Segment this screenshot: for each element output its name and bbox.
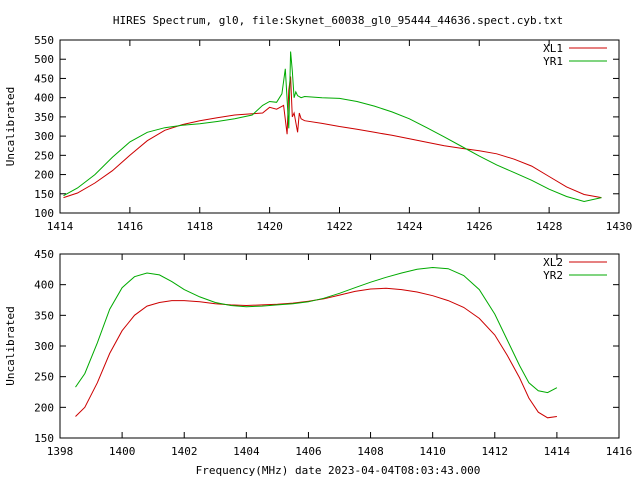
x-tick-label: 1404 (233, 445, 260, 458)
y-tick-label: 200 (34, 401, 54, 414)
y-tick-label: 450 (34, 248, 54, 261)
series-line-yr1 (63, 51, 602, 203)
y-tick-label: 300 (34, 130, 54, 143)
x-tick-label: 1424 (396, 220, 423, 233)
x-tick-label: 1418 (187, 220, 214, 233)
series-line-yr2 (75, 266, 558, 394)
y-tick-label: 200 (34, 169, 54, 182)
legend-label-xl2: XL2 (543, 256, 563, 269)
x-axis-footer: Frequency(MHz) date 2023-04-04T08:03:43.… (196, 464, 481, 477)
y-tick-label: 450 (34, 72, 54, 85)
y-tick-label: 350 (34, 111, 54, 124)
y-tick-label: 300 (34, 340, 54, 353)
y-tick-label: 500 (34, 53, 54, 66)
x-tick-label: 1414 (544, 445, 571, 458)
y-tick-label: 250 (34, 371, 54, 384)
x-tick-label: 1402 (171, 445, 198, 458)
y-tick-label: 100 (34, 207, 54, 220)
y-tick-label: 400 (34, 279, 54, 292)
series-line-xl1 (63, 76, 602, 199)
y-tick-label: 550 (34, 34, 54, 47)
x-tick-label: 1420 (256, 220, 283, 233)
x-tick-label: 1400 (109, 445, 136, 458)
y-tick-label: 150 (34, 188, 54, 201)
x-tick-label: 1416 (606, 445, 633, 458)
y-tick-label: 250 (34, 149, 54, 162)
y-tick-label: 150 (34, 432, 54, 445)
bottom-panel: 1398 1400 1402 1404 1406 1408 1410 1412 1414 1416… (4, 248, 632, 458)
x-tick-label: 1398 (47, 445, 74, 458)
x-tick-label: 1406 (295, 445, 322, 458)
y-tick-label: 400 (34, 92, 54, 105)
x-tick-label: 1430 (606, 220, 633, 233)
legend-label-yr2: YR2 (543, 269, 563, 282)
series-line-xl2 (75, 287, 557, 419)
x-tick-label: 1412 (482, 445, 509, 458)
x-tick-label: 1416 (117, 220, 144, 233)
y-tick-label: 350 (34, 309, 54, 322)
legend-label-xl1: XL1 (543, 42, 563, 55)
x-tick-label: 1408 (357, 445, 384, 458)
x-tick-label: 1426 (466, 220, 493, 233)
y-axis-label: Uncalibrated (4, 87, 17, 166)
top-panel: 1414 1416 1418 1420 1422 1424 1426 1428 1430 100 1… (4, 34, 632, 233)
x-tick-label: 1414 (47, 220, 74, 233)
plot-frame (59, 253, 620, 439)
y-axis-label: Uncalibrated (4, 306, 17, 385)
legend-label-yr1: YR1 (543, 55, 563, 68)
x-tick-label: 1422 (326, 220, 353, 233)
x-tick-label: 1428 (536, 220, 563, 233)
chart-title: HIRES Spectrum, gl0, file:Skynet_60038_g… (113, 14, 563, 27)
x-tick-label: 1410 (419, 445, 446, 458)
